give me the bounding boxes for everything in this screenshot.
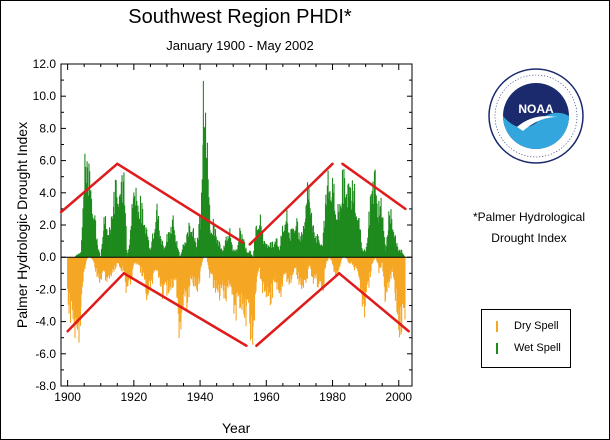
logo-text: NOAA xyxy=(518,102,554,116)
chart-subtitle: January 1900 - May 2002 xyxy=(166,38,314,53)
legend-dry-label: Dry Spell xyxy=(514,320,559,332)
y-tick-label: 10.0 xyxy=(33,89,57,103)
y-tick-label: 12.0 xyxy=(33,57,57,71)
trend-line xyxy=(66,272,126,333)
trend-line xyxy=(248,162,334,246)
y-tick-label: 6.0 xyxy=(39,154,56,168)
chart-title: Southwest Region PHDI* xyxy=(128,6,352,28)
trend-line xyxy=(116,162,245,244)
legend-wet-label: Wet Spell xyxy=(514,342,561,354)
y-tick-label: 4.0 xyxy=(39,186,56,200)
x-tick-label: 1960 xyxy=(253,390,280,404)
y-tick-label: 0.0 xyxy=(39,250,56,264)
x-axis-label: Year xyxy=(222,420,251,436)
y-tick-label: -6.0 xyxy=(35,347,56,361)
y-tick-label: -4.0 xyxy=(35,315,56,329)
trend-line xyxy=(122,272,248,347)
x-tick-label: 1940 xyxy=(187,390,214,404)
x-tick-label: 2000 xyxy=(385,390,412,404)
trend-line xyxy=(337,272,410,333)
legend-dry-swatch xyxy=(496,321,498,332)
noaa-logo: NOAA xyxy=(488,68,584,164)
x-tick-label: 1920 xyxy=(120,390,147,404)
legend: Dry Spell Wet Spell xyxy=(481,309,571,368)
y-tick-label: 2.0 xyxy=(39,218,56,232)
y-tick-label: 8.0 xyxy=(39,121,56,135)
y-tick-label: -2.0 xyxy=(35,282,56,296)
trend-line xyxy=(59,162,119,214)
footnote-line-1: *Palmer Hydrological xyxy=(472,210,586,224)
x-tick-label: 1900 xyxy=(54,390,81,404)
legend-wet-swatch xyxy=(496,343,498,354)
trend-line xyxy=(341,162,407,211)
y-tick-label: -8.0 xyxy=(35,379,56,393)
trend-line xyxy=(255,272,341,347)
x-tick-label: 1980 xyxy=(319,390,346,404)
footnote-line-2: Drought Index xyxy=(491,231,567,245)
